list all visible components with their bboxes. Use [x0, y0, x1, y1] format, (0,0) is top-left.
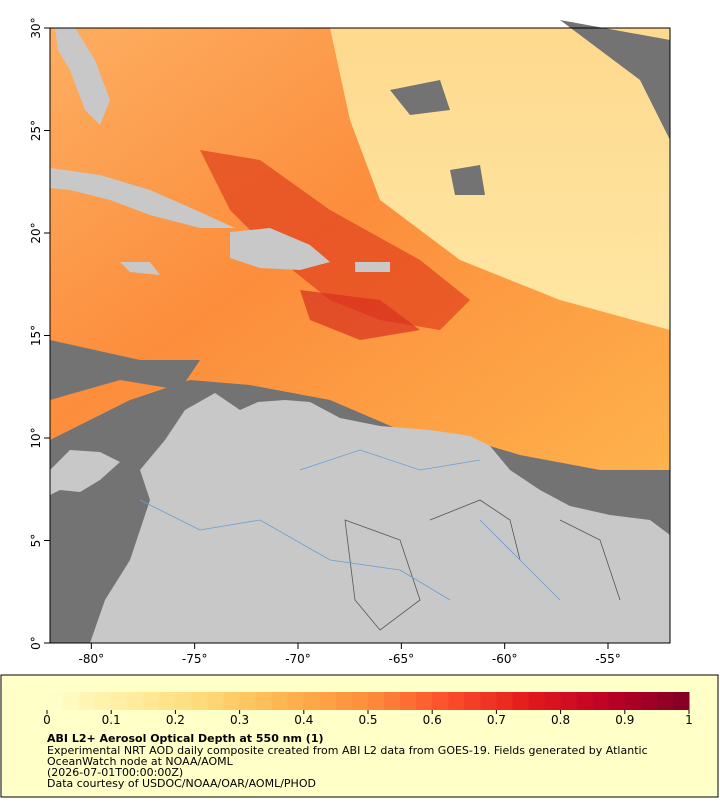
colorbar-step: [255, 692, 273, 710]
caption-line: Experimental NRT AOD daily composite cre…: [47, 744, 648, 757]
river: [139, 449, 561, 601]
colorbar-step: [528, 692, 546, 710]
colorbar-step: [544, 692, 562, 710]
colorbar-step: [384, 692, 401, 710]
x-tick-label: -65°: [389, 652, 415, 666]
colorbar-step: [207, 692, 225, 710]
x-tick-label: -55°: [595, 652, 621, 666]
colorbar-step: [95, 692, 112, 710]
land: [120, 262, 390, 275]
y-tick-label: 15°: [29, 325, 43, 346]
colorbar-step: [175, 692, 192, 710]
colorbar-step: [368, 692, 385, 710]
colorbar-tick-label: 1: [685, 713, 693, 727]
axes: -80° -75° -70° -65° -60° -55° 0° 5° 10° 15° 20° 25°…: [29, 17, 621, 666]
caption-title: ABI L2+ Aerosol Optical Depth at 550 nm …: [47, 732, 324, 745]
y-tick-label: 30°: [29, 17, 43, 38]
land: [90, 393, 670, 643]
colorbar: 0 0.1 0.2 0.3 0.4 0.5 0.6 0.7 0.8 0.9 1: [43, 692, 693, 727]
y-tick-label: 5°: [29, 534, 43, 548]
y-tick-label: 10°: [29, 427, 43, 448]
colorbar-tick-label: 0.4: [294, 713, 313, 727]
colorbar-tick-label: 0.9: [615, 713, 634, 727]
colorbar-tick-label: 0.1: [102, 713, 121, 727]
colorbar-step: [239, 692, 257, 710]
caption-line: OceanWatch node at NOAA/AOML: [47, 755, 234, 768]
x-tick-label: -75°: [182, 652, 208, 666]
colorbar-step: [672, 692, 690, 710]
colorbar-step: [127, 692, 144, 710]
colorbar-step: [432, 692, 449, 710]
no-data: [50, 20, 670, 400]
colorbar-step: [79, 692, 96, 710]
colorbar-step: [400, 692, 417, 710]
colorbar-step: [448, 692, 465, 710]
colorbar-step: [512, 692, 529, 710]
colorbar-step: [271, 692, 289, 710]
land: [50, 168, 235, 228]
colorbar-step: [143, 692, 160, 710]
map: [49, 20, 671, 644]
colorbar-step: [608, 692, 626, 710]
colorbar-tick-label: 0.2: [166, 713, 185, 727]
colorbar-step: [47, 692, 64, 710]
x-tick-label: -60°: [492, 652, 518, 666]
land: [230, 228, 330, 270]
colorbar-step: [496, 692, 513, 710]
colorbar-step: [303, 692, 321, 710]
x-tick-label: -70°: [285, 652, 311, 666]
colorbar-step: [576, 692, 594, 710]
colorbar-step: [223, 692, 241, 710]
colorbar-step: [319, 692, 337, 710]
colorbar-step: [464, 692, 481, 710]
colorbar-step: [640, 692, 658, 710]
caption-line: Data courtesy of USDOC/NOAA/OAR/AOML/PHO…: [47, 777, 316, 790]
colorbar-step: [480, 692, 497, 710]
y-tick-label: 20°: [29, 222, 43, 243]
aerosol-high: [200, 150, 470, 330]
colorbar-tick-label: 0.3: [230, 713, 249, 727]
colorbar-step: [592, 692, 610, 710]
colorbar-tick-label: 0.7: [487, 713, 506, 727]
colorbar-step: [560, 692, 578, 710]
colorbar-step: [656, 692, 674, 710]
colorbar-step: [191, 692, 208, 710]
colorbar-step: [416, 692, 433, 710]
x-tick-label: -80°: [79, 652, 105, 666]
colorbar-step: [111, 692, 128, 710]
colorbar-step: [335, 692, 353, 710]
colorbar-step: [159, 692, 176, 710]
y-tick-label: 0°: [29, 636, 43, 650]
land: [50, 450, 120, 495]
border: [344, 499, 621, 631]
colorbar-step: [624, 692, 642, 710]
colorbar-tick-label: 0.8: [551, 713, 570, 727]
colorbar-step: [351, 692, 369, 710]
colorbar-tick-label: 0.5: [358, 713, 377, 727]
colorbar-step: [287, 692, 305, 710]
colorbar-tick-label: 0: [43, 713, 51, 727]
y-tick-label: 25°: [29, 120, 43, 141]
colorbar-tick-label: 0.6: [423, 713, 442, 727]
caption-line: (2026-07-01T00:00:00Z): [47, 766, 183, 779]
land: [55, 28, 110, 125]
colorbar-step: [63, 692, 80, 710]
aerosol-high: [300, 290, 420, 340]
